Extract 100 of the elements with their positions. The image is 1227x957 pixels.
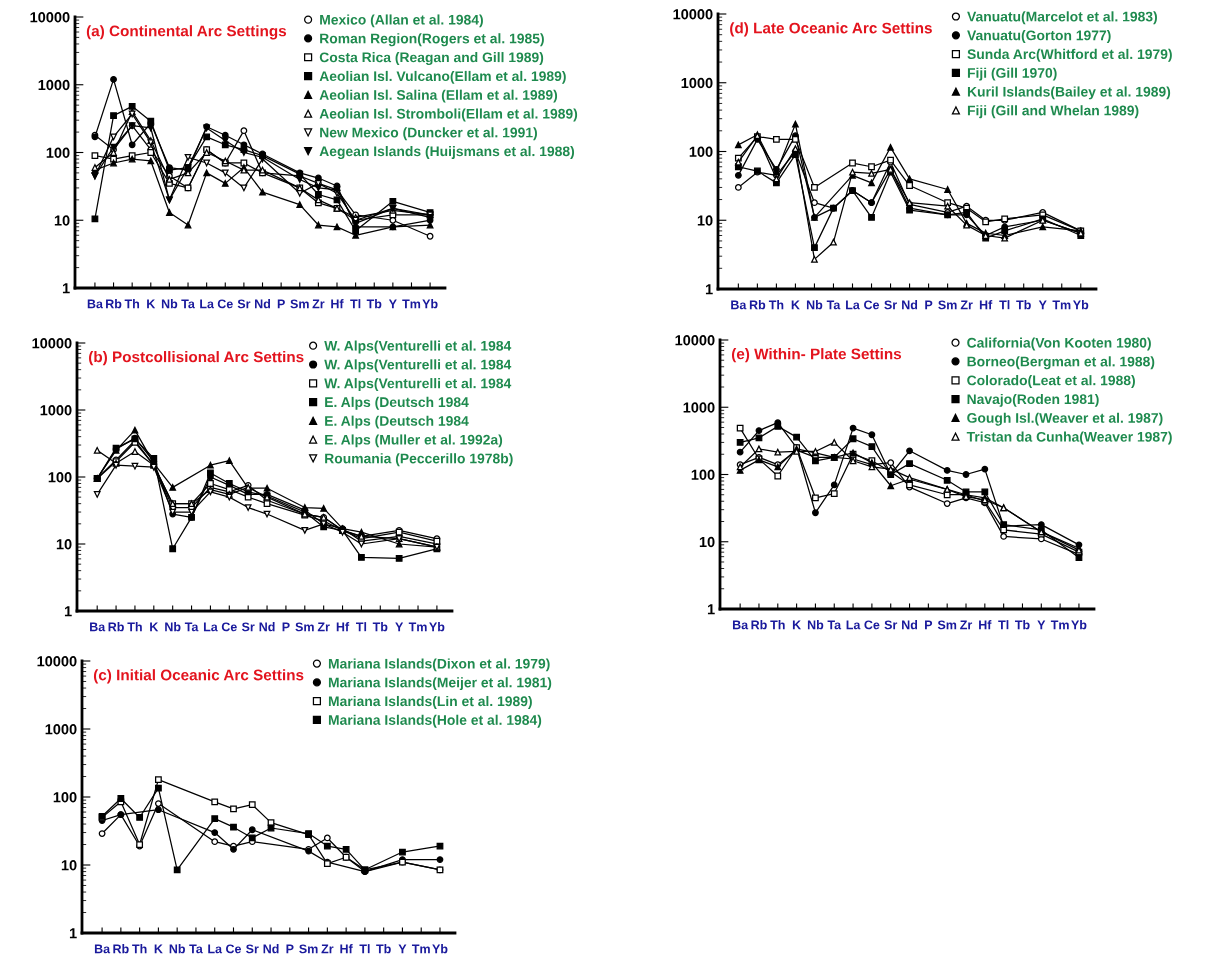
y-tick-label: 100 (689, 146, 713, 157)
x-tick-label: K (792, 620, 802, 630)
legend-label: Sunda Arc(Whitford et al. 1979) (967, 48, 1172, 62)
y-tick-label: 1 (707, 604, 715, 615)
x-tick-label: P (925, 620, 933, 630)
x-tick-label: La (846, 620, 861, 630)
x-tick-label: Y (388, 299, 397, 309)
x-tick-label: Th (124, 299, 140, 309)
y-tick-label: 10 (699, 536, 715, 548)
x-tick-label: Nd (263, 944, 279, 954)
legend-label: Mariana Islands(Lin et al. 1989) (328, 695, 532, 709)
y-tick-label: 10000 (675, 335, 715, 346)
x-tick-label: Rb (749, 300, 766, 310)
x-tick-label: Hf (340, 944, 353, 954)
x-tick-label: K (147, 299, 156, 309)
y-tick-label: 10 (56, 539, 72, 550)
x-tick-label: Tm (402, 299, 421, 309)
x-tick-label: Sr (241, 622, 255, 632)
x-tick-label: Tm (1052, 300, 1071, 310)
legend-label: Mariana Islands(Dixon et al. 1979) (328, 658, 550, 672)
y-tick-label: 1 (705, 284, 713, 295)
x-tick-label: Sr (246, 944, 259, 954)
x-tick-label: Yb (1073, 300, 1089, 310)
x-tick-label: Nb (161, 299, 178, 309)
x-tick-label: Nd (902, 620, 918, 630)
x-tick-label: Sm (938, 300, 957, 310)
y-tick-label: 1000 (683, 402, 715, 413)
legend-label: Mariana Islands(Meijer et al. 1981) (328, 677, 552, 691)
x-tick-label: K (791, 300, 800, 310)
legend-label: Kuril Islands(Bailey et al. 1989) (967, 86, 1171, 100)
y-tick-label: 10 (697, 215, 713, 226)
x-tick-label: Yb (429, 622, 445, 632)
legend-label: Aeolian Isl. Vulcano(Ellam et al. 1989) (319, 70, 566, 84)
x-tick-label: Ce (864, 300, 880, 310)
x-tick-label: Th (127, 622, 142, 632)
x-tick-label: Ta (181, 299, 195, 309)
legend-label: Aegean Islands (Huijsmans et al. 1988) (319, 146, 575, 160)
x-tick-label: Sm (290, 299, 309, 309)
x-tick-label: Nb (806, 300, 823, 310)
chart-title: (e) Within- Plate Settins (731, 348, 902, 363)
x-tick-label: Ta (826, 300, 841, 310)
x-tick-label: Hf (979, 300, 993, 310)
x-tick-label: Zr (312, 299, 325, 309)
x-tick-label: Ba (94, 944, 111, 954)
x-tick-label: Y (1037, 620, 1046, 630)
x-tick-label: Zr (960, 620, 973, 630)
x-tick-label: Tl (998, 620, 1009, 630)
x-tick-label: Ce (217, 299, 233, 309)
legend-label: E. Alps (Deutsch 1984 (325, 396, 469, 410)
x-tick-label: Hf (331, 299, 344, 309)
legend-label: W. Alps(Venturelli et al. 1984 (324, 340, 512, 354)
x-tick-label: Yb (1071, 620, 1087, 630)
legend-label: W. Alps(Venturelli et al. 1984 (324, 378, 512, 392)
y-tick-label: 10000 (30, 12, 70, 23)
x-tick-label: Nb (807, 620, 824, 630)
x-tick-label: Ce (864, 620, 880, 630)
legend-label: E. Alps (Muller et al. 1992a) (325, 434, 503, 448)
x-tick-label: Tm (408, 622, 427, 632)
x-tick-label: P (925, 300, 933, 310)
legend-label: Roumania (Peccerillo 1978b) (325, 453, 513, 467)
x-tick-label: Y (395, 622, 404, 632)
x-tick-label: Ba (731, 300, 747, 310)
x-tick-label: Rb (108, 622, 124, 632)
y-tick-label: 10000 (32, 338, 72, 349)
x-tick-label: Sm (295, 622, 314, 632)
y-tick-label: 1000 (38, 79, 70, 91)
x-tick-label: Nb (165, 622, 181, 632)
x-tick-label: La (203, 622, 218, 632)
x-tick-label: Hf (336, 622, 350, 632)
legend-label: Vanuatu(Gorton 1977) (967, 30, 1111, 44)
legend-label: Mariana Islands(Hole et al. 1984) (328, 714, 542, 728)
x-tick-label: Sm (937, 620, 957, 630)
y-tick-label: 100 (46, 147, 70, 158)
x-tick-label: Sr (884, 620, 898, 630)
y-tick-label: 1 (62, 283, 70, 294)
x-tick-label: Ce (221, 622, 237, 632)
x-tick-label: Tb (376, 944, 391, 954)
y-tick-label: 10 (61, 860, 77, 871)
x-tick-label: Ce (226, 944, 242, 954)
x-tick-label: P (282, 622, 290, 632)
legend-label: California(Von Kooten 1980) (967, 337, 1151, 351)
y-tick-label: 10000 (673, 9, 713, 20)
x-tick-label: Th (770, 620, 785, 630)
y-tick-label: 100 (691, 469, 715, 480)
legend-label: W. Alps(Venturelli et al. 1984 (324, 359, 512, 373)
y-tick-label: 10 (54, 215, 70, 226)
legend-label: Aeolian Isl. Stromboli(Ellam et al. 1989) (319, 108, 578, 122)
x-tick-label: Sm (299, 944, 318, 954)
legend-label: Tristan da Cunha(Weaver 1987) (966, 431, 1172, 445)
x-tick-label: Tb (366, 299, 382, 309)
x-tick-label: Ba (90, 622, 106, 632)
x-tick-label: Tm (411, 944, 430, 954)
legend-label: Vanuatu(Marcelot et al. 1983) (967, 11, 1157, 25)
y-tick-label: 100 (48, 472, 72, 483)
x-tick-label: Nb (169, 944, 185, 954)
x-tick-label: Rb (113, 944, 129, 954)
x-tick-label: Zr (317, 622, 330, 632)
x-tick-label: Sr (884, 300, 897, 310)
legend-label: Gough Isl.(Weaver et al. 1987) (967, 412, 1163, 426)
x-tick-label: Ba (87, 299, 103, 309)
